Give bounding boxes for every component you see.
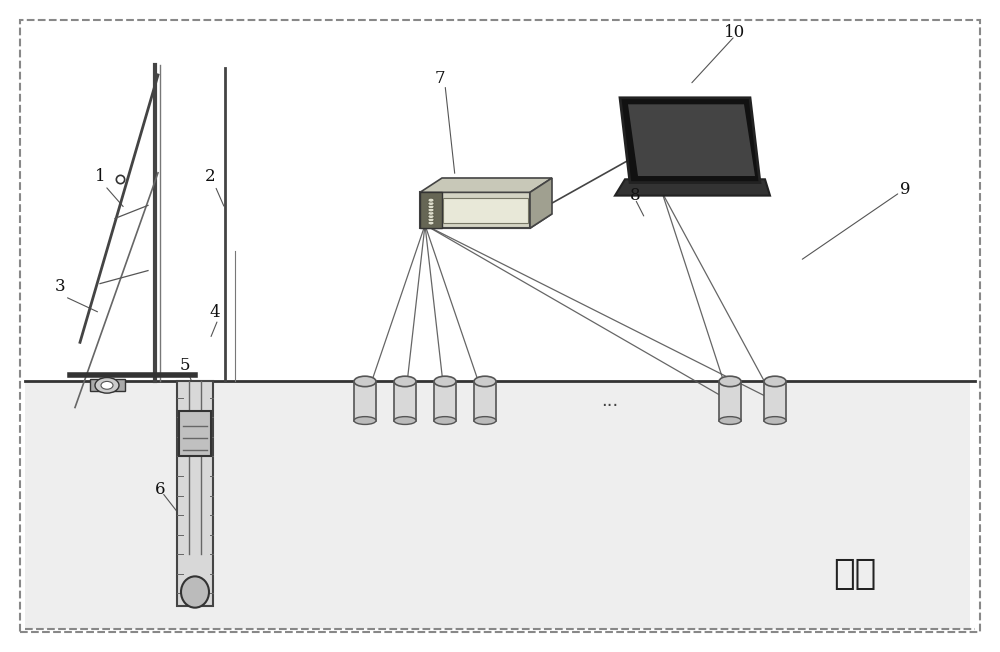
Polygon shape xyxy=(530,178,552,228)
Bar xyxy=(443,198,528,223)
Bar xyxy=(25,381,970,629)
Circle shape xyxy=(428,215,434,218)
Bar xyxy=(90,379,125,391)
Text: 2: 2 xyxy=(205,168,215,185)
Text: 1: 1 xyxy=(95,168,105,185)
Text: 9: 9 xyxy=(900,181,910,198)
Polygon shape xyxy=(420,214,552,228)
Circle shape xyxy=(428,205,434,209)
Text: 3: 3 xyxy=(55,278,65,295)
Text: ...: ... xyxy=(601,392,619,410)
Ellipse shape xyxy=(764,417,786,424)
Circle shape xyxy=(95,378,119,393)
Ellipse shape xyxy=(474,417,496,424)
Text: 4: 4 xyxy=(210,304,220,321)
Bar xyxy=(420,192,442,228)
Polygon shape xyxy=(615,179,770,196)
Polygon shape xyxy=(620,98,760,183)
Ellipse shape xyxy=(719,376,741,387)
Bar xyxy=(177,381,213,606)
Bar xyxy=(474,381,496,421)
Bar xyxy=(719,381,741,421)
Polygon shape xyxy=(628,104,755,176)
Circle shape xyxy=(428,208,434,212)
Ellipse shape xyxy=(394,376,416,387)
Text: 地层: 地层 xyxy=(833,557,877,591)
Text: 10: 10 xyxy=(724,24,746,41)
Ellipse shape xyxy=(474,376,496,387)
Ellipse shape xyxy=(434,417,456,424)
Bar xyxy=(434,381,456,421)
Bar xyxy=(354,381,376,421)
Ellipse shape xyxy=(354,417,376,424)
Ellipse shape xyxy=(181,576,209,608)
Bar xyxy=(764,381,786,421)
Circle shape xyxy=(428,218,434,222)
Circle shape xyxy=(101,381,113,389)
Ellipse shape xyxy=(719,417,741,424)
Circle shape xyxy=(428,198,434,202)
Ellipse shape xyxy=(354,376,376,387)
Ellipse shape xyxy=(394,417,416,424)
Ellipse shape xyxy=(434,376,456,387)
Text: 6: 6 xyxy=(155,481,165,497)
Bar xyxy=(179,411,211,456)
Circle shape xyxy=(428,221,434,225)
Circle shape xyxy=(428,211,434,215)
Text: 5: 5 xyxy=(180,357,190,374)
Bar xyxy=(394,381,416,421)
Bar xyxy=(420,192,530,228)
Text: 7: 7 xyxy=(435,70,445,87)
Polygon shape xyxy=(420,178,552,192)
Ellipse shape xyxy=(764,376,786,387)
Circle shape xyxy=(428,201,434,205)
Text: 8: 8 xyxy=(630,187,640,204)
